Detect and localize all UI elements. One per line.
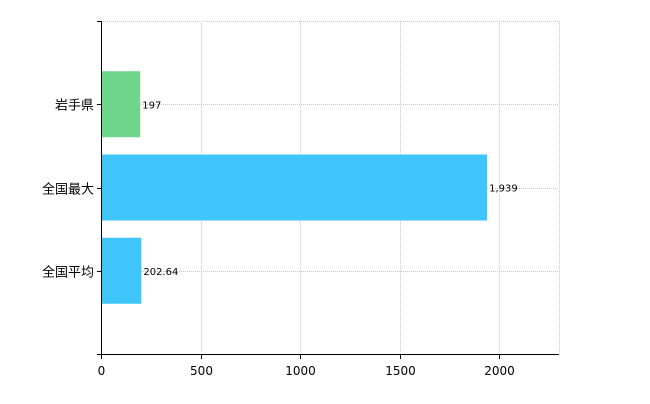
- x-tick-label-4: 2000: [484, 364, 515, 378]
- x-tick-label-1: 500: [190, 364, 213, 378]
- y-tick-label-0: 岩手県: [55, 99, 94, 114]
- bar-value-label-1: 1,939: [489, 184, 518, 195]
- bar-value-label-2: 202.64: [143, 267, 178, 278]
- x-tick-label-2: 1000: [285, 364, 316, 378]
- bar-value-label-0: 197: [142, 100, 161, 111]
- y-tick-label-2: 全国平均: [42, 265, 94, 281]
- bars: [102, 71, 488, 304]
- bar-1: [102, 154, 488, 221]
- x-tick-label-0: 0: [98, 364, 106, 378]
- bar-0: [102, 71, 141, 138]
- bar-2: [102, 237, 142, 304]
- y-tick-label-1: 全国最大: [42, 182, 94, 198]
- x-tick-label-3: 1500: [385, 364, 416, 378]
- axes: [97, 21, 559, 359]
